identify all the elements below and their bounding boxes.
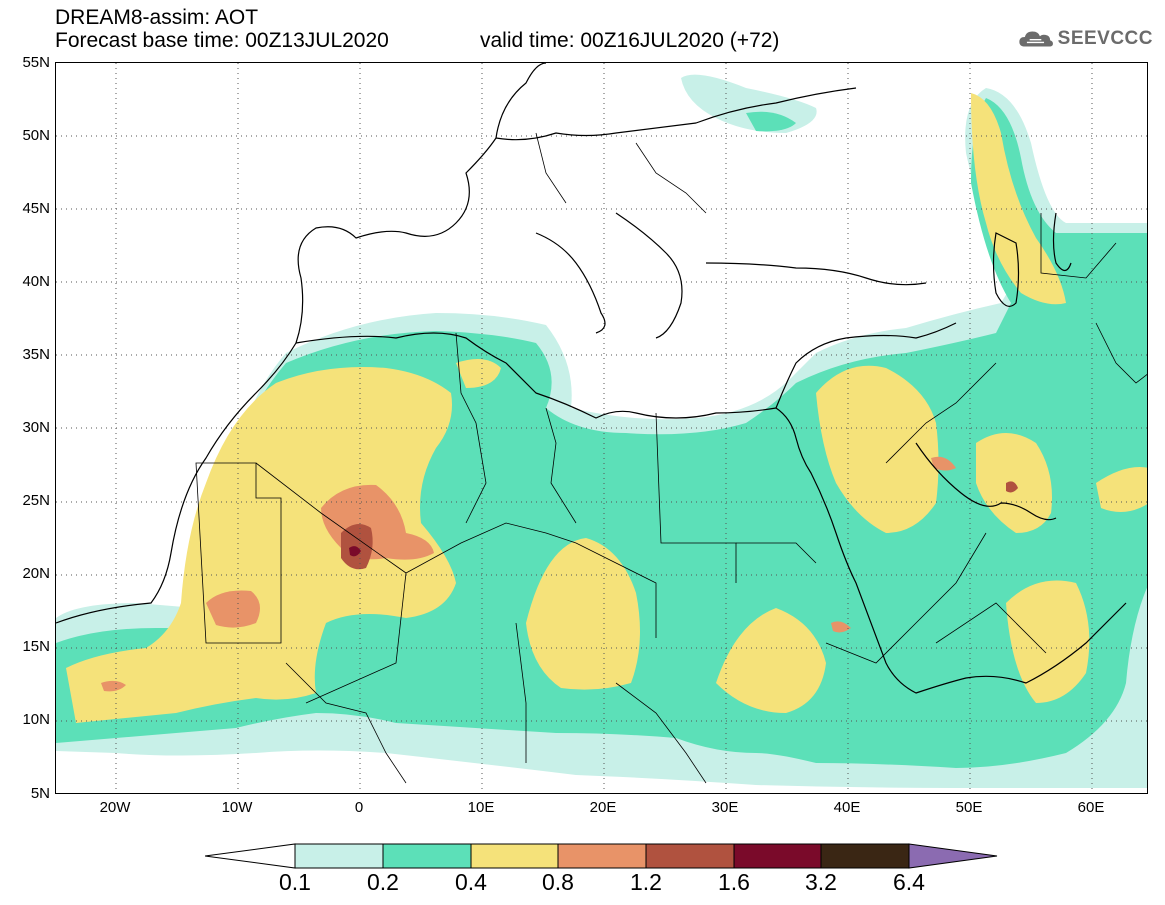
aot-contour-1.2 bbox=[341, 481, 1018, 570]
colorbar-left-arrow bbox=[205, 843, 296, 869]
forecast-base-time: Forecast base time: 00Z13JUL2020 bbox=[55, 29, 389, 52]
colorbar-segment bbox=[557, 843, 647, 869]
lat-label: 35N bbox=[22, 346, 50, 363]
colorbar-segment bbox=[733, 843, 822, 869]
lon-label: 60E bbox=[1077, 799, 1105, 816]
map-title: DREAM8-assim: AOT bbox=[55, 6, 259, 29]
colorbar-label: 0.8 bbox=[542, 869, 574, 895]
colorbar-segment bbox=[294, 843, 384, 869]
lat-label: 10N bbox=[22, 711, 50, 728]
coastlines bbox=[56, 63, 1127, 694]
colorbar-segment bbox=[470, 843, 559, 869]
lon-label: 0 bbox=[354, 799, 364, 816]
seevccc-logo: SEEVCCC bbox=[1018, 22, 1153, 56]
lon-label: 10W bbox=[221, 799, 253, 816]
aot-contour-1.6 bbox=[349, 546, 361, 557]
colorbar-label: 0.4 bbox=[455, 869, 487, 895]
valid-time: valid time: 00Z16JUL2020 (+72) bbox=[480, 29, 780, 52]
lon-label: 50E bbox=[955, 799, 983, 816]
lat-label: 45N bbox=[22, 200, 50, 217]
colorbar-right-arrow bbox=[908, 843, 998, 869]
lat-label: 55N bbox=[22, 54, 50, 71]
lat-label: 20N bbox=[22, 565, 50, 582]
cloud-icon bbox=[1019, 31, 1053, 47]
lon-label: 20E bbox=[589, 799, 617, 816]
lat-label: 40N bbox=[22, 273, 50, 290]
colorbar-segment bbox=[645, 843, 735, 869]
colorbar-segment bbox=[382, 843, 472, 869]
colorbar-label: 6.4 bbox=[893, 869, 925, 895]
logo-text: SEEVCCC bbox=[1057, 28, 1153, 49]
lat-label: 50N bbox=[22, 127, 50, 144]
lat-label: 30N bbox=[22, 419, 50, 436]
map-graticule bbox=[56, 63, 1147, 793]
colorbar-label: 1.2 bbox=[630, 869, 662, 895]
aot-contour-0.4 bbox=[66, 93, 1147, 723]
aot-map-canvas bbox=[56, 63, 1147, 793]
lon-label: 30E bbox=[711, 799, 739, 816]
colorbar-label: 1.6 bbox=[718, 869, 750, 895]
lat-label: 15N bbox=[22, 638, 50, 655]
lat-label: 25N bbox=[22, 492, 50, 509]
lon-label: 10E bbox=[467, 799, 495, 816]
colorbar-label: 0.1 bbox=[279, 869, 311, 895]
country-borders bbox=[195, 132, 1147, 784]
aot-map bbox=[55, 62, 1148, 794]
colorbar-label: 0.2 bbox=[367, 869, 399, 895]
lon-label: 20W bbox=[99, 799, 131, 816]
lon-label: 40E bbox=[833, 799, 861, 816]
colorbar-segment bbox=[820, 843, 910, 869]
lat-label: 5N bbox=[30, 785, 50, 802]
colorbar-label: 3.2 bbox=[805, 869, 837, 895]
aot-colorbar bbox=[205, 843, 998, 869]
